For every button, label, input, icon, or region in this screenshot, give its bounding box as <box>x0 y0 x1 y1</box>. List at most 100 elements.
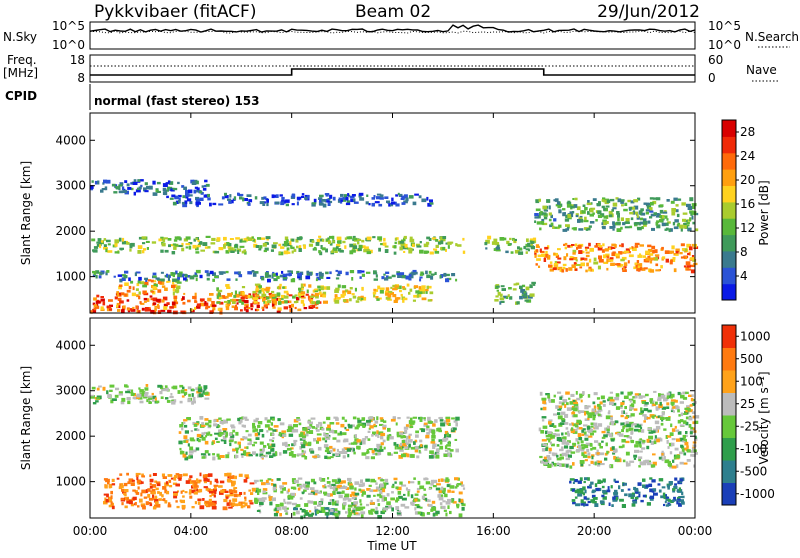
heatmap-cell <box>259 501 264 505</box>
heatmap-cell <box>556 201 560 205</box>
heatmap-cell <box>387 294 392 298</box>
heatmap-cell <box>281 434 287 437</box>
heatmap-cell <box>197 386 203 389</box>
heatmap-cell <box>612 228 615 231</box>
heatmap-cell <box>643 223 647 227</box>
heatmap-cell <box>295 429 299 433</box>
heatmap-cell <box>206 277 210 281</box>
heatmap-cell <box>377 285 381 290</box>
heatmap-cell <box>691 403 695 406</box>
heatmap-cell <box>195 180 199 185</box>
heatmap-cell <box>588 484 592 487</box>
heatmap-cell <box>326 200 330 203</box>
heatmap-cell <box>666 406 670 409</box>
heatmap-cell <box>655 215 660 218</box>
heatmap-cell <box>338 494 343 499</box>
heatmap-cell <box>555 204 560 207</box>
heatmap-cell <box>624 202 628 206</box>
heatmap-cell <box>612 499 618 502</box>
heatmap-cell <box>439 502 443 506</box>
heatmap-cell <box>429 202 434 205</box>
heatmap-cell <box>209 293 214 296</box>
heatmap-cell <box>90 185 94 189</box>
heatmap-cell <box>242 436 246 439</box>
heatmap-cell <box>169 306 174 309</box>
heatmap-cell <box>445 248 447 252</box>
heatmap-cell <box>571 414 575 418</box>
heatmap-cell <box>652 400 655 403</box>
heatmap-cell <box>560 411 566 415</box>
heatmap-cell <box>383 446 386 450</box>
heatmap-cell <box>176 505 180 509</box>
heatmap-cell <box>301 449 304 453</box>
heatmap-cell <box>408 291 411 295</box>
heatmap-cell <box>591 455 594 460</box>
heatmap-cell <box>407 491 410 495</box>
heatmap-cell <box>316 440 319 444</box>
heatmap-cell <box>638 465 641 468</box>
heatmap-cell <box>326 515 329 519</box>
heatmap-cell <box>275 451 278 455</box>
heatmap-cell <box>622 444 625 448</box>
heatmap-cell <box>388 290 393 293</box>
heatmap-cell <box>649 197 654 200</box>
heatmap-cell <box>432 479 438 484</box>
heatmap-cell <box>682 420 687 424</box>
heatmap-cell <box>506 240 510 245</box>
heatmap-cell <box>341 285 347 289</box>
heatmap-cell <box>104 484 108 489</box>
heatmap-cell <box>656 224 661 229</box>
heatmap-cell <box>604 222 608 225</box>
heatmap-cell <box>622 222 626 226</box>
heatmap-cell <box>448 422 451 426</box>
heatmap-cell <box>553 394 556 398</box>
heatmap-cell <box>148 397 153 400</box>
heatmap-cell <box>574 268 578 271</box>
heatmap-cell <box>578 410 581 414</box>
heatmap-cell <box>292 480 296 484</box>
heatmap-cell <box>621 429 624 433</box>
heatmap-cell <box>313 198 317 203</box>
heatmap-cell <box>588 242 591 247</box>
heatmap-cell <box>606 255 609 259</box>
heatmap-cell <box>349 270 355 274</box>
heatmap-cell <box>408 480 411 484</box>
heatmap-cell <box>375 433 378 437</box>
heatmap-cell <box>253 441 258 444</box>
heatmap-cell <box>284 501 287 504</box>
heatmap-cell <box>357 270 362 274</box>
heatmap-cell <box>173 295 178 299</box>
heatmap-cell <box>243 479 248 483</box>
heatmap-cell <box>305 275 311 280</box>
heatmap-cell <box>240 309 243 312</box>
heatmap-cell <box>333 484 338 488</box>
heatmap-cell <box>339 200 343 204</box>
heatmap-cell <box>650 401 655 404</box>
heatmap-cell <box>652 453 656 456</box>
heatmap-cell <box>191 393 194 397</box>
heatmap-cell <box>661 452 664 456</box>
heatmap-cell <box>138 186 142 190</box>
heatmap-cell <box>582 454 588 458</box>
heatmap-cell <box>569 204 575 207</box>
heatmap-cell <box>181 242 184 247</box>
heatmap-cell <box>107 250 113 253</box>
heatmap-cell <box>386 436 390 441</box>
heatmap-cell <box>258 289 262 294</box>
heatmap-cell <box>358 506 364 511</box>
heatmap-cell <box>308 510 312 513</box>
heatmap-cell <box>105 271 108 276</box>
heatmap-cell <box>244 300 249 304</box>
heatmap-cell <box>385 505 390 509</box>
heatmap-cell <box>151 488 156 492</box>
heatmap-cell <box>203 385 208 389</box>
heatmap-cell <box>353 198 356 202</box>
heatmap-cell <box>549 441 552 445</box>
heatmap-cell <box>542 425 548 429</box>
heatmap-cell <box>189 201 193 205</box>
heatmap-cell <box>119 247 124 250</box>
heatmap-cell <box>636 216 640 220</box>
heatmap-cell <box>591 454 595 457</box>
heatmap-cell <box>282 442 287 446</box>
